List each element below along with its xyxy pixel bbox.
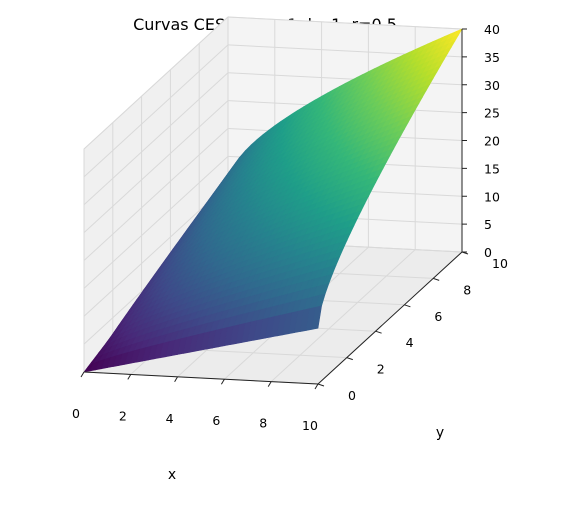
z-tick-label: 5 (484, 217, 492, 232)
z-tick-label: 40 (484, 22, 500, 37)
x-tick-mark (127, 374, 132, 380)
surface-patch (311, 305, 322, 330)
x-gridline-floor (270, 249, 416, 382)
x-tick-mark (267, 381, 272, 387)
y-tick-label: 2 (377, 362, 385, 377)
x-tick-mark (80, 371, 85, 378)
z-tick-label: 35 (484, 50, 500, 65)
x-axis-line (83, 371, 319, 385)
y-axis-label: y (436, 425, 444, 441)
z-tick-label: 10 (484, 189, 500, 204)
x-tick-label: 6 (212, 413, 220, 428)
y-tick-label: 6 (434, 309, 442, 324)
z-gridline-left (83, 16, 229, 150)
y-tick-label: 4 (406, 335, 414, 350)
z-tick-label: 30 (484, 78, 500, 93)
y-axis-line (317, 251, 463, 385)
z-gridline-left (83, 156, 229, 289)
x-tick-label: 8 (259, 416, 267, 431)
y-tick-mark (346, 357, 353, 361)
x-axis-label: x (168, 467, 176, 483)
x-tick-mark (174, 376, 179, 383)
z-gridline-left (83, 44, 229, 178)
z-gridline-left (83, 128, 229, 261)
z-tick-label: 0 (484, 245, 492, 260)
z-gridline-left (83, 72, 229, 206)
x-tick-label: 10 (302, 418, 318, 433)
x-tick-mark (220, 378, 225, 385)
x-tick-label: 4 (166, 411, 174, 426)
y-tick-mark (433, 277, 440, 281)
ces-surface (83, 28, 463, 373)
z-tick-label: 25 (484, 106, 500, 121)
y-tick-label: 0 (348, 388, 356, 403)
y-tick-mark (375, 330, 382, 334)
z-gridline-left (83, 100, 229, 233)
z-tick-label: 20 (484, 134, 500, 149)
x-tick-mark (314, 383, 319, 390)
x-tick-label: 0 (72, 406, 80, 421)
y-tick-mark (404, 304, 411, 308)
x-tick-label: 2 (119, 408, 127, 423)
y-tick-mark (317, 383, 325, 387)
y-tick-label: 10 (492, 256, 508, 271)
z-gridline-back (227, 16, 463, 30)
y-tick-label: 8 (463, 282, 471, 297)
z-tick-label: 15 (484, 161, 500, 176)
